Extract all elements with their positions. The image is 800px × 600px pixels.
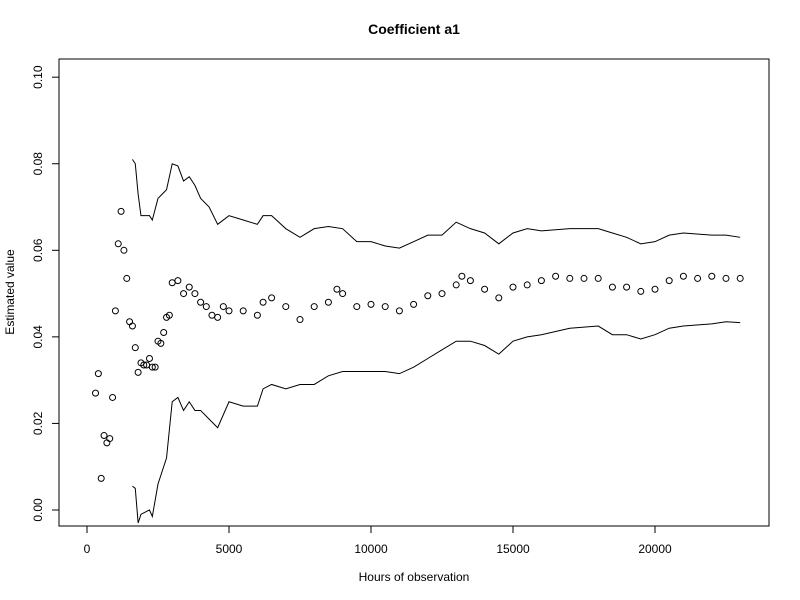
point	[324, 298, 332, 306]
point	[495, 294, 503, 302]
point	[509, 283, 517, 291]
chart-title: Coefficient a1	[368, 21, 460, 37]
point	[103, 439, 111, 447]
point	[140, 361, 148, 369]
point	[608, 283, 616, 291]
point	[131, 344, 139, 352]
point	[722, 274, 730, 282]
bound-line	[132, 159, 741, 249]
point	[694, 274, 702, 282]
point	[580, 274, 588, 282]
point	[282, 303, 290, 311]
point	[637, 287, 645, 295]
point	[106, 435, 114, 443]
point	[100, 432, 108, 440]
point	[168, 279, 176, 287]
point	[185, 283, 193, 291]
point	[114, 240, 122, 248]
point	[97, 474, 105, 482]
point	[253, 311, 261, 319]
y-axis-label: Estimated value	[3, 249, 17, 335]
point	[117, 207, 125, 215]
x-tick-label: 0	[84, 542, 91, 556]
y-tick-label: 0.04	[31, 325, 45, 349]
point	[367, 300, 375, 308]
point	[174, 277, 182, 285]
point	[165, 311, 173, 319]
point	[296, 316, 304, 324]
point	[523, 281, 531, 289]
point	[191, 290, 199, 298]
point	[92, 389, 100, 397]
point	[594, 274, 602, 282]
point	[202, 303, 210, 311]
point	[148, 363, 156, 371]
point	[268, 294, 276, 302]
point	[438, 290, 446, 298]
point	[424, 292, 432, 300]
point	[120, 246, 128, 254]
x-axis-label: Hours of observation	[359, 570, 470, 584]
y-tick-label: 0.08	[31, 152, 45, 176]
point	[126, 318, 134, 326]
x-tick-label: 15000	[496, 542, 530, 556]
point	[333, 285, 341, 293]
point	[651, 285, 659, 293]
point	[623, 283, 631, 291]
point	[128, 322, 136, 330]
point	[537, 277, 545, 285]
point	[134, 368, 142, 376]
point	[481, 285, 489, 293]
point	[310, 303, 318, 311]
point	[339, 290, 347, 298]
point	[151, 363, 159, 371]
y-tick-label: 0.00	[31, 498, 45, 522]
point	[736, 274, 744, 282]
point	[239, 307, 247, 315]
point	[665, 277, 673, 285]
plot-area	[92, 159, 744, 524]
plot-box	[58, 58, 770, 527]
point	[452, 281, 460, 289]
point	[679, 272, 687, 280]
point	[208, 311, 216, 319]
point	[111, 307, 119, 315]
point	[566, 274, 574, 282]
point	[109, 393, 117, 401]
point	[160, 329, 168, 337]
point	[410, 300, 418, 308]
x-tick-label: 20000	[638, 542, 672, 556]
point	[395, 307, 403, 315]
x-tick-label: 10000	[354, 542, 388, 556]
point	[157, 339, 165, 347]
bound-line	[132, 321, 741, 524]
x-tick-label: 5000	[216, 542, 243, 556]
point	[466, 277, 474, 285]
point	[259, 298, 267, 306]
y-tick-label: 0.06	[31, 238, 45, 262]
point	[225, 307, 233, 315]
point	[458, 272, 466, 280]
point	[123, 274, 131, 282]
point	[353, 303, 361, 311]
point	[708, 272, 716, 280]
point	[381, 303, 389, 311]
y-tick-label: 0.10	[31, 65, 45, 89]
point	[197, 298, 205, 306]
point	[214, 313, 222, 321]
y-tick-label: 0.02	[31, 411, 45, 435]
point	[145, 355, 153, 363]
point	[219, 303, 227, 311]
point	[552, 272, 560, 280]
point	[180, 290, 188, 298]
point	[94, 370, 102, 378]
